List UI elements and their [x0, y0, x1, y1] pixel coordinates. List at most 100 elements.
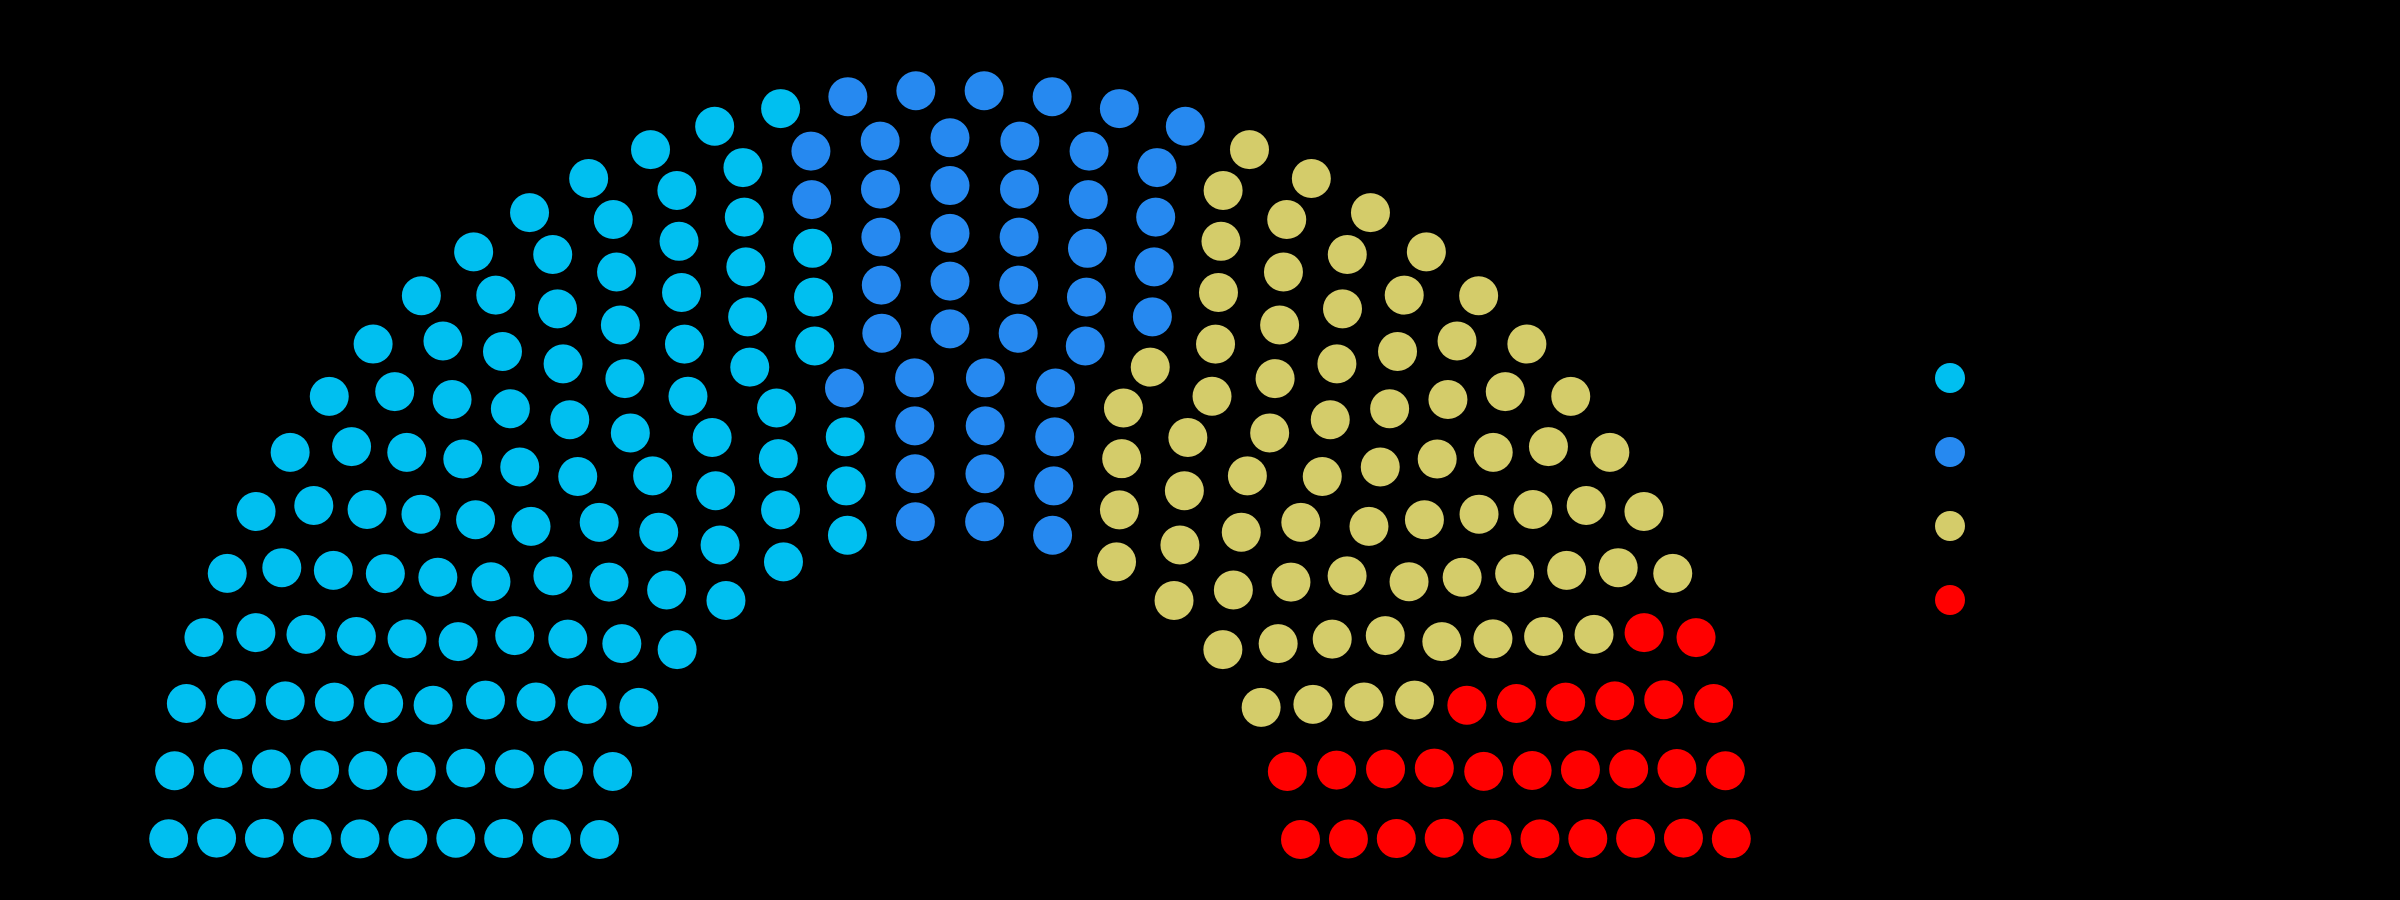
seat-dot[interactable] [1495, 554, 1535, 594]
seat-dot[interactable] [1203, 630, 1243, 670]
seat-dot[interactable] [292, 819, 332, 859]
seat-dot[interactable] [418, 557, 458, 597]
seat-dot[interactable] [633, 456, 673, 496]
legend-item[interactable] [1935, 437, 1965, 467]
seat-dot[interactable] [1389, 562, 1429, 602]
seat-dot[interactable] [1066, 277, 1106, 317]
seat-dot[interactable] [1168, 418, 1208, 457]
seat-dot[interactable] [1598, 548, 1638, 588]
seat-dot[interactable] [724, 197, 764, 237]
seat-dot[interactable] [1566, 486, 1606, 525]
seat-dot[interactable] [494, 749, 534, 789]
seat-dot[interactable] [1213, 570, 1253, 610]
seat-dot[interactable] [251, 749, 291, 789]
seat-dot[interactable] [1032, 77, 1072, 117]
seat-dot[interactable] [236, 613, 276, 653]
seat-dot[interactable] [1663, 818, 1703, 858]
seat-dot[interactable] [593, 752, 633, 792]
seat-dot[interactable] [860, 121, 900, 161]
seat-dot[interactable] [1657, 748, 1697, 788]
seat-dot[interactable] [1154, 581, 1194, 620]
seat-dot[interactable] [1130, 347, 1170, 387]
seat-dot[interactable] [1365, 616, 1405, 656]
seat-dot[interactable] [1317, 750, 1357, 790]
seat-dot[interactable] [763, 542, 803, 582]
seat-dot[interactable] [1624, 613, 1664, 653]
seat-dot[interactable] [471, 562, 511, 602]
seat-dot[interactable] [1221, 512, 1261, 552]
seat-dot[interactable] [548, 619, 588, 659]
seat-dot[interactable] [1595, 681, 1635, 721]
seat-dot[interactable] [1310, 400, 1350, 440]
seat-dot[interactable] [657, 630, 697, 670]
seat-dot[interactable] [896, 71, 936, 111]
seat-dot[interactable] [668, 376, 708, 416]
seat-dot[interactable] [432, 379, 472, 419]
seat-dot[interactable] [1528, 427, 1568, 467]
seat-dot[interactable] [1160, 525, 1200, 565]
seat-dot[interactable] [1496, 684, 1536, 724]
seat-dot[interactable] [700, 525, 740, 565]
seat-dot[interactable] [353, 324, 393, 364]
seat-dot[interactable] [436, 818, 476, 858]
seat-dot[interactable] [1291, 158, 1331, 198]
seat-dot[interactable] [1281, 820, 1320, 860]
seat-dot[interactable] [593, 200, 633, 240]
seat-dot[interactable] [895, 406, 935, 446]
seat-dot[interactable] [861, 217, 901, 257]
seat-dot[interactable] [558, 457, 598, 497]
seat-dot[interactable] [602, 624, 642, 664]
seat-dot[interactable] [1417, 439, 1457, 479]
seat-dot[interactable] [203, 748, 243, 788]
seat-dot[interactable] [1705, 751, 1745, 791]
seat-dot[interactable] [1102, 439, 1142, 479]
seat-dot[interactable] [998, 313, 1038, 353]
seat-dot[interactable] [1653, 553, 1693, 593]
seat-dot[interactable] [1164, 471, 1204, 511]
seat-dot[interactable] [1442, 557, 1482, 597]
seat-dot[interactable] [1136, 197, 1176, 237]
seat-dot[interactable] [1574, 614, 1614, 654]
seat-dot[interactable] [964, 71, 1004, 111]
seat-dot[interactable] [1609, 749, 1649, 789]
seat-dot[interactable] [313, 550, 353, 590]
seat-dot[interactable] [1196, 324, 1236, 364]
seat-dot[interactable] [1263, 252, 1303, 292]
legend-item[interactable] [1935, 585, 1965, 615]
seat-dot[interactable] [1464, 751, 1504, 791]
seat-dot[interactable] [348, 751, 388, 791]
seat-dot[interactable] [1512, 751, 1552, 791]
seat-dot[interactable] [500, 447, 540, 487]
seat-dot[interactable] [1099, 490, 1139, 530]
seat-dot[interactable] [730, 347, 770, 387]
seat-dot[interactable] [662, 273, 702, 312]
seat-dot[interactable] [930, 261, 970, 301]
seat-dot[interactable] [580, 820, 619, 860]
seat-dot[interactable] [930, 309, 970, 349]
seat-dot[interactable] [1437, 321, 1477, 361]
seat-dot[interactable] [197, 818, 237, 858]
seat-dot[interactable] [1192, 376, 1232, 416]
seat-dot[interactable] [758, 439, 798, 479]
seat-dot[interactable] [965, 406, 1005, 446]
seat-dot[interactable] [1328, 819, 1368, 859]
seat-dot[interactable] [1404, 500, 1444, 540]
seat-dot[interactable] [659, 221, 699, 261]
seat-dot[interactable] [1065, 326, 1105, 366]
seat-dot[interactable] [365, 554, 405, 594]
seat-dot[interactable] [828, 77, 868, 117]
seat-dot[interactable] [1676, 618, 1716, 658]
seat-dot[interactable] [792, 180, 832, 220]
seat-dot[interactable] [1327, 235, 1367, 275]
seat-dot[interactable] [824, 368, 864, 408]
seat-dot[interactable] [543, 344, 583, 384]
seat-dot[interactable] [347, 490, 387, 530]
seat-dot[interactable] [364, 684, 404, 724]
seat-dot[interactable] [1103, 388, 1143, 428]
seat-dot[interactable] [446, 748, 486, 788]
seat-dot[interactable] [761, 89, 801, 129]
seat-dot[interactable] [300, 750, 340, 790]
seat-dot[interactable] [862, 313, 902, 353]
seat-dot[interactable] [454, 232, 494, 272]
seat-dot[interactable] [336, 616, 376, 656]
